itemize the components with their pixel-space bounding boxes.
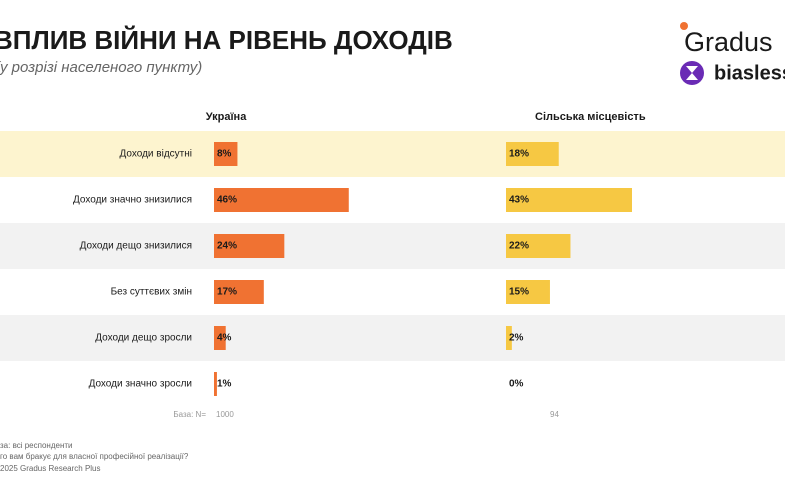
bar [506, 142, 559, 166]
value-label: 46% [217, 195, 237, 206]
base-value: 1000 [216, 410, 234, 419]
value-label: 24% [217, 241, 237, 252]
category-label: Доходи значно зросли [89, 379, 192, 390]
row-band [0, 269, 785, 315]
logo-icon-glyph [686, 66, 698, 80]
footnote: го вам бракує для власної професійної ре… [0, 452, 189, 461]
bar [506, 280, 550, 304]
category-label: Доходи значно знизилися [73, 195, 192, 206]
value-label: 4% [217, 333, 232, 344]
category-label: Доходи дещо зросли [95, 333, 192, 344]
bar [506, 234, 571, 258]
row-band [0, 223, 785, 269]
bar [214, 280, 264, 304]
row-band [0, 177, 785, 223]
bar [506, 326, 512, 350]
footnote: за: всі респонденти [0, 441, 73, 450]
bar [214, 372, 217, 396]
value-label: 8% [217, 149, 232, 160]
category-label: Доходи відсутні [120, 149, 192, 160]
bar [506, 188, 632, 212]
value-label: 18% [509, 149, 529, 160]
value-label: 0% [509, 379, 524, 390]
logo-icon [680, 61, 704, 85]
value-label: 22% [509, 241, 529, 252]
base-label: База: N= [173, 410, 206, 419]
logo-biasless: biasless [714, 62, 785, 84]
title: ВПЛИВ ВІЙНИ НА РІВЕНЬ ДОХОДІВ [0, 25, 453, 55]
value-label: 15% [509, 287, 529, 298]
bar [214, 326, 226, 350]
bar [214, 234, 285, 258]
value-label: 1% [217, 379, 232, 390]
bar [214, 188, 349, 212]
value-label: 2% [509, 333, 524, 344]
series-header: Україна [206, 111, 248, 123]
base-value: 94 [550, 410, 559, 419]
subtitle: (у розрізі населеного пункту) [0, 59, 202, 76]
bar [214, 142, 238, 166]
series-header: Сільська місцевість [535, 111, 646, 123]
row-band [0, 361, 785, 407]
logo-dot [680, 22, 688, 30]
category-label: Без суттєвих змін [111, 287, 192, 298]
value-label: 43% [509, 195, 529, 206]
logo-gradus: Gradus [684, 27, 773, 57]
row-band [0, 315, 785, 361]
row-band [0, 131, 785, 177]
category-label: Доходи дещо знизилися [80, 241, 192, 252]
value-label: 17% [217, 287, 237, 298]
footnote: 2025 Gradus Research Plus [0, 464, 101, 473]
